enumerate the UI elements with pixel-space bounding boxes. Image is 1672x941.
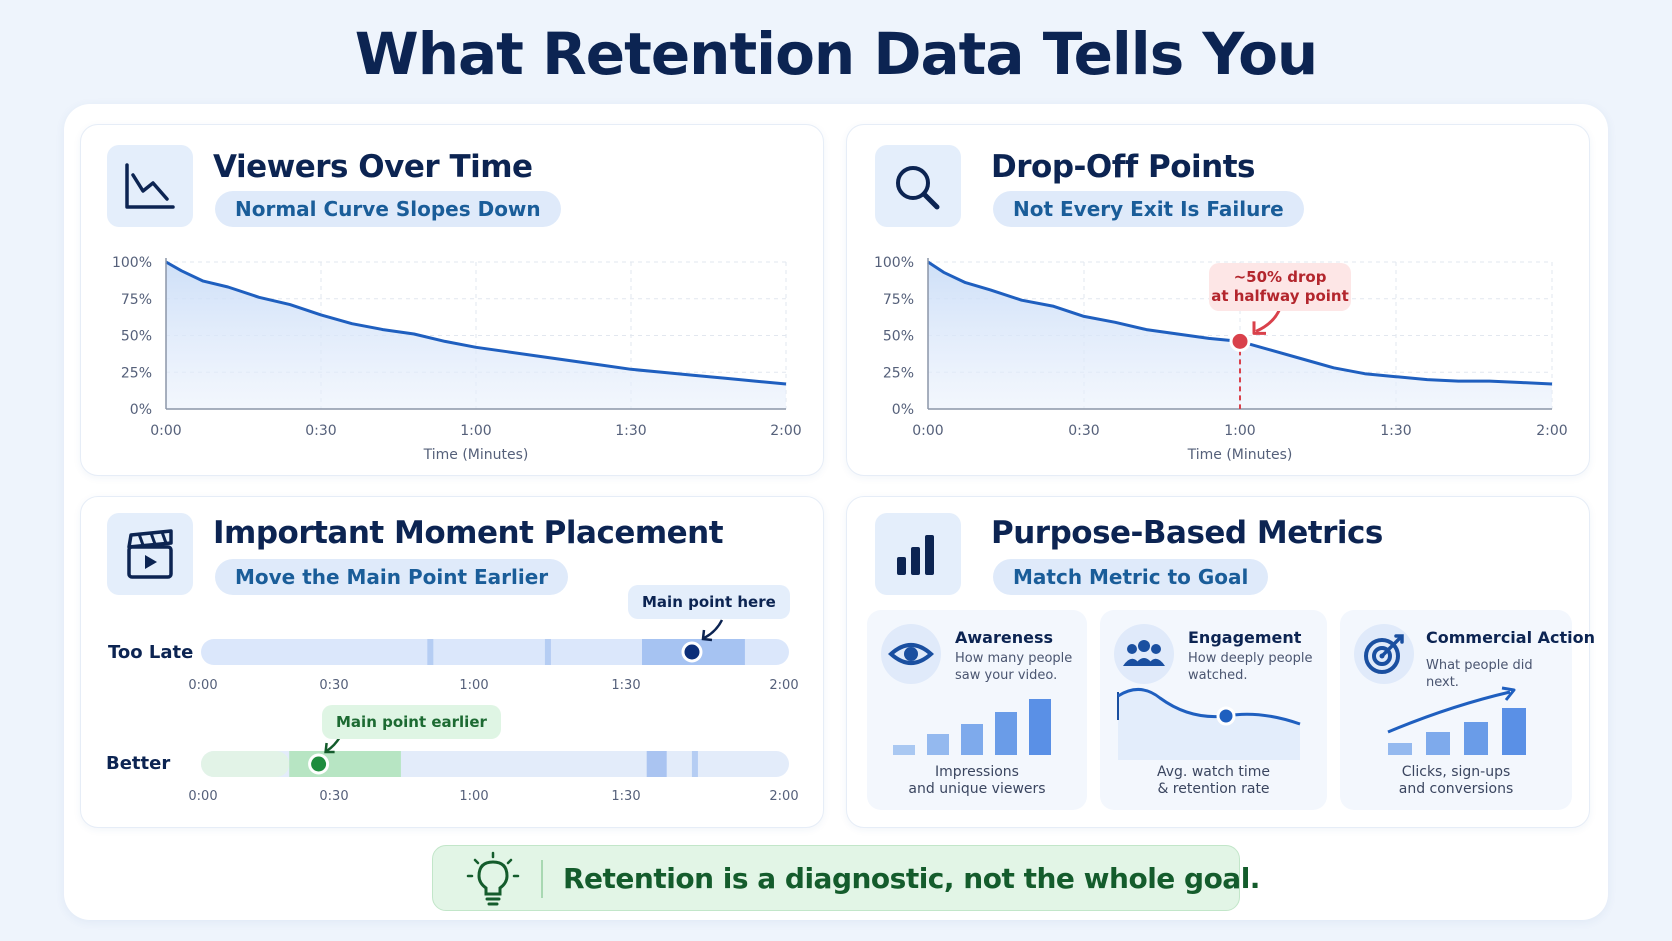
takeaway-banner: Retention is a diagnostic, not the whole… xyxy=(432,845,1260,911)
metric-awareness: Awareness How many people saw your video… xyxy=(867,610,1087,810)
card-title: Viewers Over Time xyxy=(213,149,533,185)
metric-description: How deeply people watched. xyxy=(1188,651,1313,683)
people-icon xyxy=(1114,624,1174,684)
metric-engagement: Engagement How deeply people watched. Av… xyxy=(1100,610,1327,810)
metric-footer: Avg. watch time & retention rate xyxy=(1100,764,1327,798)
timeline-tick-label: 2:00 xyxy=(769,789,799,804)
timeline-tick-label: 1:30 xyxy=(611,789,641,804)
metric-footer-line1: Clicks, sign-ups xyxy=(1401,764,1511,780)
card-title: Drop-Off Points xyxy=(991,149,1255,185)
metric-footer-line2: and unique viewers xyxy=(908,781,1046,797)
magnifier-icon xyxy=(875,145,961,227)
line-chart-icon xyxy=(107,145,193,227)
target-icon xyxy=(1354,624,1414,684)
timeline-tick-label: 1:00 xyxy=(459,678,489,693)
bar-chart-icon xyxy=(875,513,961,595)
timeline-tick-label: 0:00 xyxy=(188,678,218,693)
timeline-row-label: Too Late xyxy=(108,642,194,663)
timeline-tick-label: 0:30 xyxy=(319,678,349,693)
metric-footer: Impressions and unique viewers xyxy=(867,764,1087,798)
main-point-earlier-callout: Main point earlier xyxy=(322,705,501,739)
timeline-tick-label: 1:30 xyxy=(611,678,641,693)
timeline-tick-label: 2:00 xyxy=(769,678,799,693)
page-title: What Retention Data Tells You xyxy=(354,20,1318,88)
metric-footer-line1: Impressions xyxy=(935,764,1019,780)
dropoff-callout-line2: at halfway point xyxy=(1211,287,1349,305)
card-subtitle-pill: Match Metric to Goal xyxy=(993,559,1269,595)
metric-footer-line1: Avg. watch time xyxy=(1157,764,1270,780)
main-point-here-callout: Main point here xyxy=(628,585,790,619)
card-subtitle-pill: Move the Main Point Earlier xyxy=(215,559,569,595)
metric-description: What people did next. xyxy=(1426,658,1533,690)
metric-title: Awareness xyxy=(955,628,1053,647)
card-title: Purpose-Based Metrics xyxy=(991,515,1383,551)
dropoff-callout-line1: ~50% drop xyxy=(1233,268,1327,286)
takeaway-text: Retention is a diagnostic, not the whole… xyxy=(563,862,1260,895)
timeline-row-label: Better xyxy=(106,753,171,774)
dropoff-callout: ~50% drop at halfway point xyxy=(1209,263,1351,311)
clapperboard-icon xyxy=(107,513,193,595)
lightbulb-icon xyxy=(466,851,520,906)
metric-title: Commercial Action xyxy=(1426,628,1596,647)
metric-footer-line2: & retention rate xyxy=(1157,781,1270,797)
metric-title: Engagement xyxy=(1188,628,1302,647)
card-subtitle-pill: Normal Curve Slopes Down xyxy=(215,191,561,227)
timeline-tick-label: 0:30 xyxy=(319,789,349,804)
awareness-bars-graphic xyxy=(893,699,1051,755)
timeline-tick-label: 0:00 xyxy=(188,789,218,804)
metric-footer: Clicks, sign-ups and conversions xyxy=(1340,764,1572,798)
eye-icon xyxy=(881,624,941,684)
commercial-bars-graphic xyxy=(1387,686,1526,755)
metric-footer-line2: and conversions xyxy=(1398,781,1514,797)
card-title: Important Moment Placement xyxy=(213,515,724,551)
card-subtitle-pill: Not Every Exit Is Failure xyxy=(993,191,1304,227)
engagement-curve-graphic xyxy=(1117,688,1301,760)
timeline-tick-label: 1:00 xyxy=(459,789,489,804)
viewers-over-time-card: Viewers Over Time Normal Curve Slopes Do… xyxy=(80,124,824,476)
metric-description: How many people saw your video. xyxy=(955,651,1073,683)
banner-divider xyxy=(541,860,543,898)
metric-commercial-action: Commercial Action What people did next. … xyxy=(1340,610,1595,810)
